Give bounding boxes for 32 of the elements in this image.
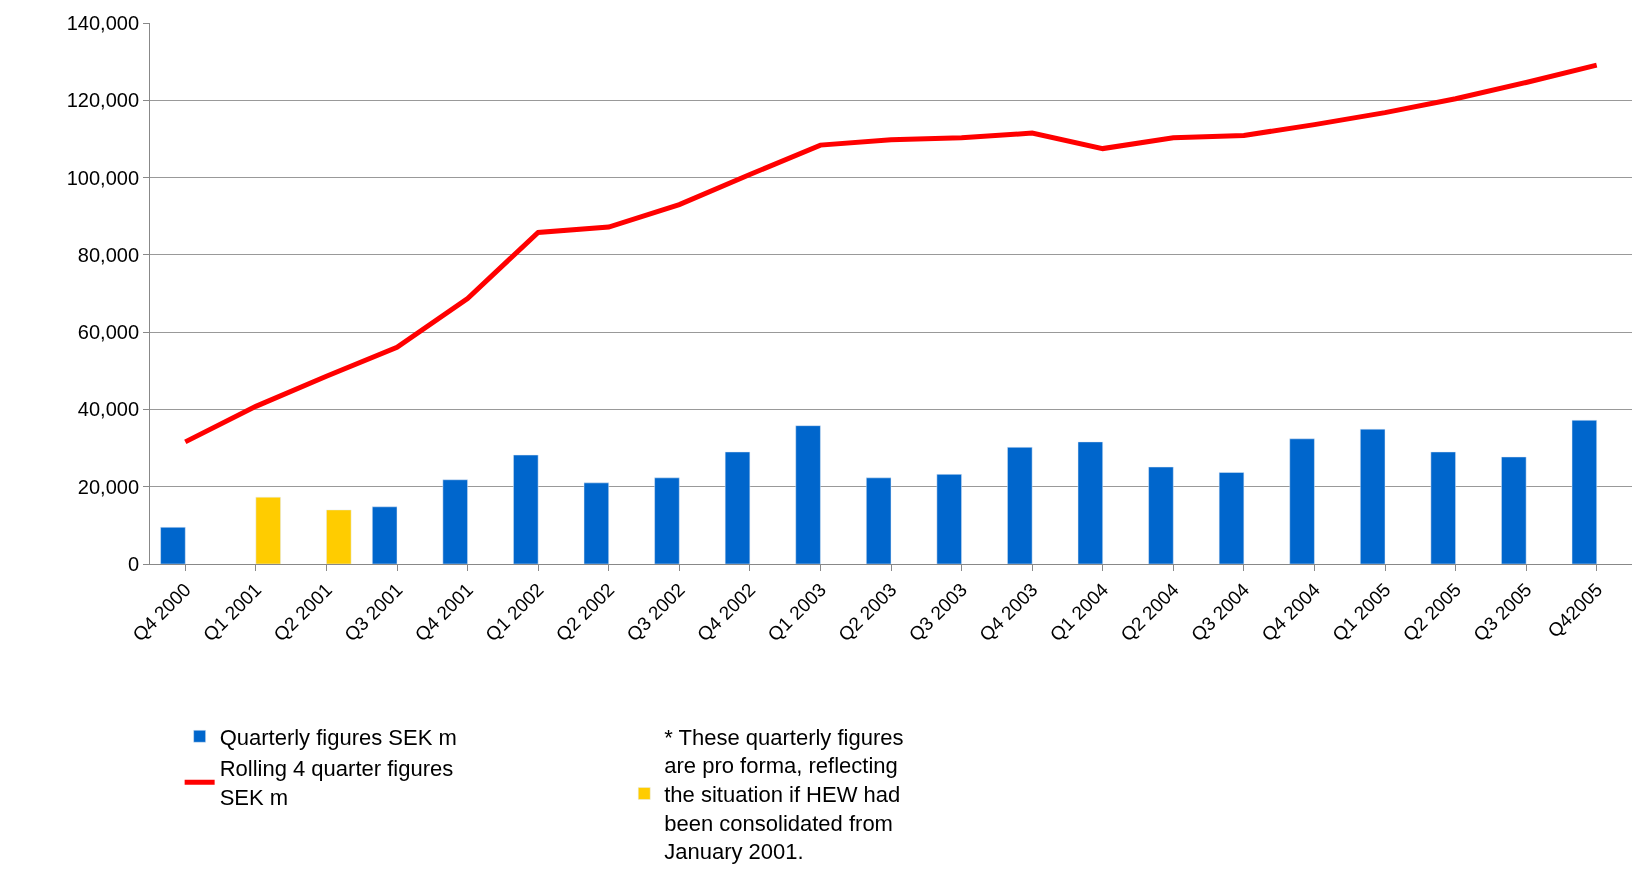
bar [372,506,398,564]
bar [1501,456,1527,564]
bar [795,425,821,564]
y-tick-label: 140,000 [66,12,139,34]
y-tick-label: 120,000 [66,89,139,112]
y-tick-label: 60,000 [77,321,139,344]
y-tick-label: 100,000 [66,166,139,189]
legend-label: Rolling 4 quarter figures SEK m [219,756,454,811]
legend-label: Quarterly figures SEK m [219,724,457,750]
bar [866,477,892,564]
bar [583,482,609,564]
bar [326,509,352,564]
y-tick-label: 20,000 [77,475,139,498]
y-tick-label: 0 [127,553,139,575]
bar [936,474,962,564]
bar [1007,447,1033,564]
bar [1360,428,1386,564]
bar [1289,438,1315,564]
bar [442,479,468,564]
bar [1077,441,1103,564]
bar [1430,451,1456,564]
y-tick-label: 80,000 [77,243,139,266]
bar [654,477,680,564]
bar [160,527,186,564]
y-tick-label: 40,000 [77,398,139,421]
legend-label: * These quarterly figures are pro forma, reflecting the situation if HEW had been consolidated from January 2001. [664,724,904,865]
bar [255,496,281,564]
bar [1218,472,1245,564]
bar [724,451,751,564]
bar [1148,466,1174,564]
bar [513,454,539,564]
bar [1571,420,1597,564]
